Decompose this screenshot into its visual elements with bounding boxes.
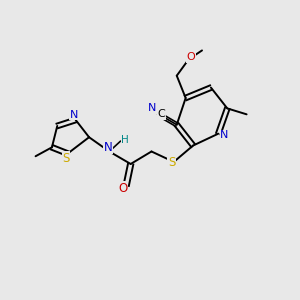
Text: S: S — [168, 156, 176, 169]
Text: N: N — [220, 130, 229, 140]
Text: O: O — [118, 182, 127, 195]
Text: S: S — [62, 152, 70, 164]
Text: N: N — [148, 103, 157, 113]
Text: N: N — [70, 110, 78, 120]
Text: C: C — [157, 109, 165, 119]
Text: N: N — [103, 140, 112, 154]
Text: O: O — [186, 52, 195, 62]
Text: H: H — [121, 135, 129, 145]
